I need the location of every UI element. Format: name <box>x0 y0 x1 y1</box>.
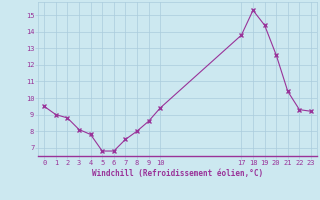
X-axis label: Windchill (Refroidissement éolien,°C): Windchill (Refroidissement éolien,°C) <box>92 169 263 178</box>
